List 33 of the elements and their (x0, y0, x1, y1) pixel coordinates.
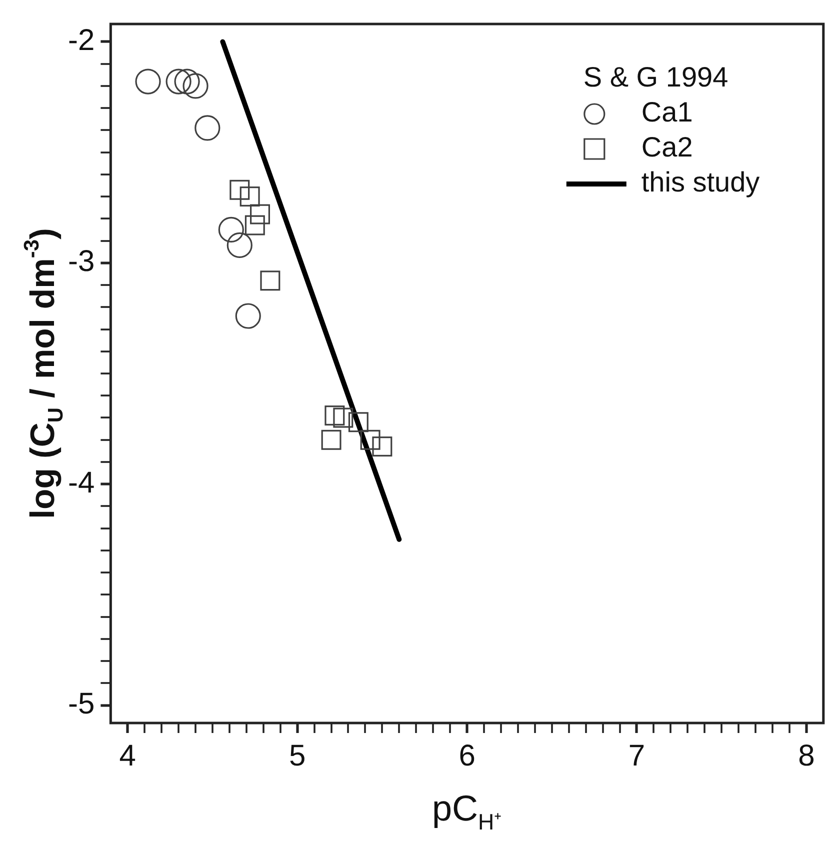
point (182, 73, 208, 99)
point (240, 186, 260, 207)
legend-label: Ca1 (641, 96, 693, 128)
point (250, 204, 270, 224)
point (244, 215, 265, 236)
x-tick-label: 6 (458, 739, 476, 772)
point (372, 436, 392, 456)
x-tick-label: 8 (798, 739, 815, 772)
point (260, 270, 280, 291)
y-axis-title: log (CU / mol dm-3) (20, 228, 68, 519)
point (333, 408, 354, 428)
point (321, 430, 342, 450)
point (194, 115, 220, 141)
y-tick-label: -2 (68, 24, 95, 57)
legend-label: Ca2 (641, 132, 693, 163)
legend-title: S & G 1994 (583, 62, 728, 93)
point (174, 68, 200, 94)
y-tick-label: -3 (68, 245, 95, 278)
point (166, 68, 192, 94)
point (135, 68, 161, 94)
point (348, 412, 368, 432)
point (218, 216, 244, 243)
x-tick-label: 7 (628, 739, 646, 772)
legend-label: this study (641, 166, 760, 198)
y-tick-label: -4 (68, 466, 95, 500)
point (235, 303, 261, 329)
point (230, 180, 250, 200)
x-tick-label: 5 (288, 739, 306, 772)
point (324, 406, 345, 426)
point (226, 232, 252, 258)
point (360, 430, 380, 450)
y-tick-label: -5 (68, 688, 95, 721)
x-tick-label: 4 (119, 739, 136, 772)
